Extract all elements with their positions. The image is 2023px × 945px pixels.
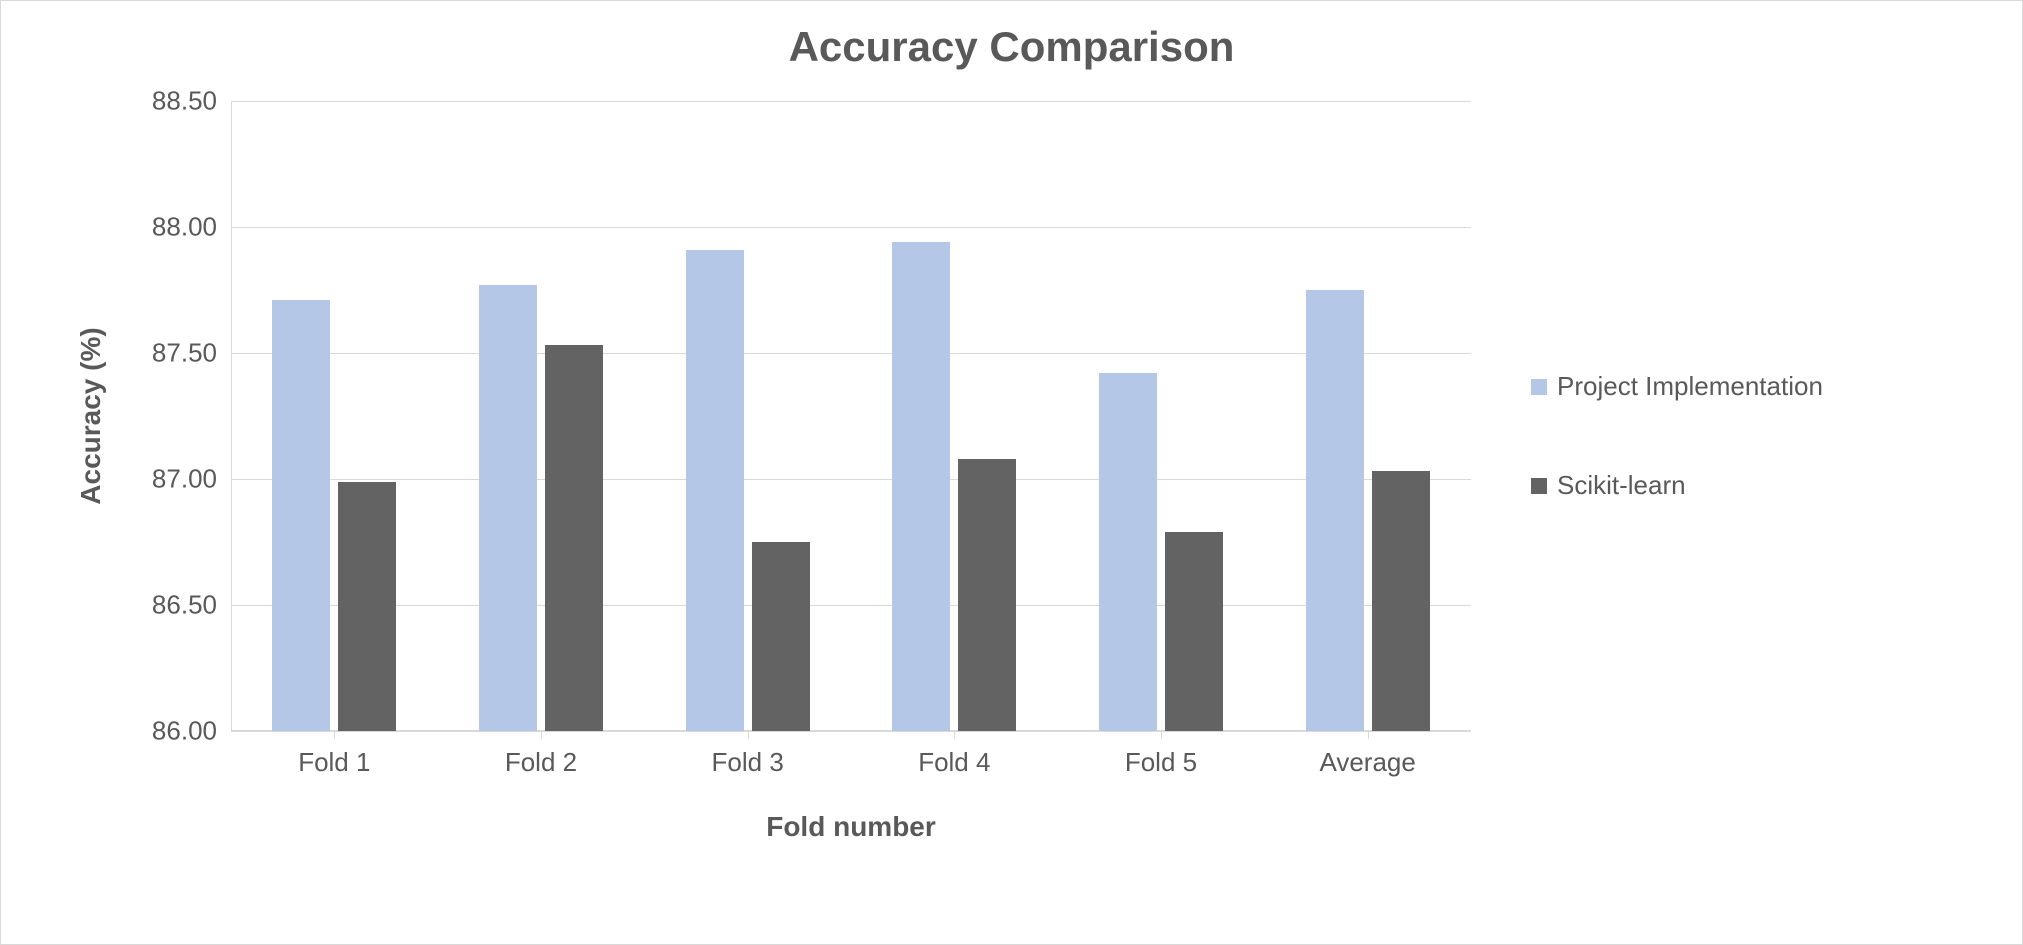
bar [958, 459, 1016, 731]
x-tick-mark [334, 731, 335, 739]
y-axis-title: Accuracy (%) [75, 327, 107, 504]
legend-item: Scikit-learn [1531, 470, 1823, 501]
legend: Project Implementation Scikit-learn [1531, 371, 1823, 501]
bar [1099, 373, 1157, 731]
bar [892, 242, 950, 731]
bar [1372, 471, 1430, 731]
legend-swatch [1531, 478, 1547, 494]
y-tick-label: 87.00 [152, 464, 231, 495]
x-axis-title: Fold number [231, 811, 1471, 843]
chart-frame: Accuracy Comparison 86.0086.5087.0087.50… [0, 0, 2023, 945]
x-tick-mark [541, 731, 542, 739]
legend-item: Project Implementation [1531, 371, 1823, 402]
y-tick-label: 88.00 [152, 212, 231, 243]
category-band: Average [1264, 101, 1471, 731]
legend-swatch [1531, 379, 1547, 395]
category-band: Fold 4 [851, 101, 1058, 731]
category-band: Fold 5 [1058, 101, 1265, 731]
plot-area: 86.0086.5087.0087.5088.0088.50Fold 1Fold… [231, 101, 1471, 731]
legend-label: Project Implementation [1557, 371, 1823, 402]
chart-title: Accuracy Comparison [1, 23, 2022, 71]
bar [752, 542, 810, 731]
x-tick-mark [954, 731, 955, 739]
x-tick-mark [748, 731, 749, 739]
x-tick-mark [1161, 731, 1162, 739]
category-band: Fold 2 [438, 101, 645, 731]
bar [479, 285, 537, 731]
legend-label: Scikit-learn [1557, 470, 1686, 501]
y-tick-label: 86.50 [152, 590, 231, 621]
bar [272, 300, 330, 731]
bar [1306, 290, 1364, 731]
y-tick-label: 87.50 [152, 338, 231, 369]
category-band: Fold 3 [644, 101, 851, 731]
y-tick-label: 86.00 [152, 716, 231, 747]
y-tick-label: 88.50 [152, 86, 231, 117]
bar [545, 345, 603, 731]
bar [686, 250, 744, 731]
category-band: Fold 1 [231, 101, 438, 731]
bar [1165, 532, 1223, 731]
bar [338, 482, 396, 731]
x-tick-mark [1368, 731, 1369, 739]
